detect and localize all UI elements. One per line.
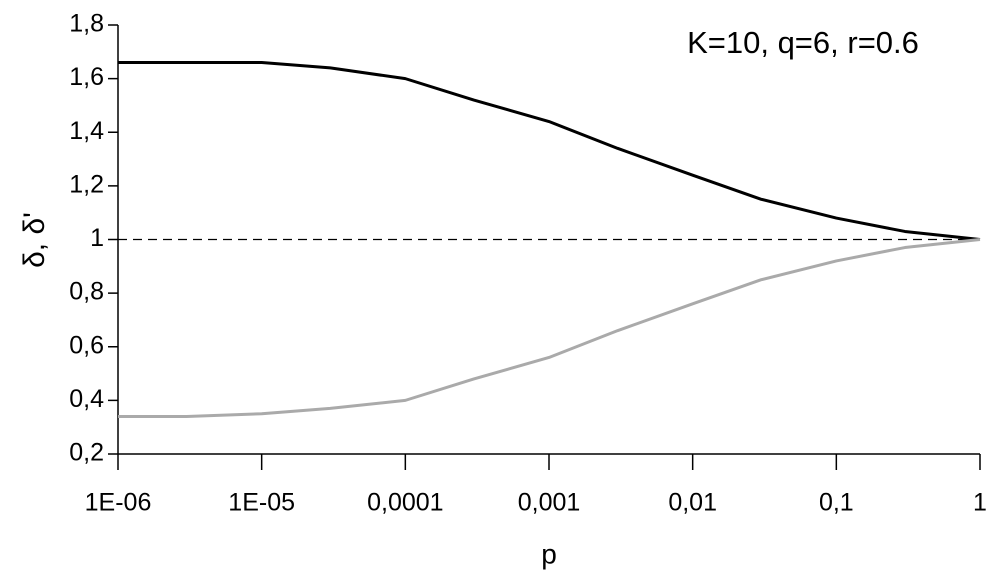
y-tick-label: 0,8 bbox=[69, 278, 104, 306]
y-tick-label: 1,4 bbox=[69, 117, 104, 145]
x-tick-label: 1E-06 bbox=[85, 489, 152, 517]
line-series bbox=[118, 61, 981, 241]
y-tick-label: 0,2 bbox=[69, 439, 104, 467]
x-axis-label: p bbox=[541, 538, 557, 569]
x-tick-label: 0,0001 bbox=[367, 489, 443, 517]
y-tick-label: 1,6 bbox=[69, 63, 104, 91]
y-tick-label: 1,8 bbox=[69, 10, 104, 38]
y-tick-label: 1,2 bbox=[69, 170, 104, 198]
x-tick-label: 0,01 bbox=[668, 489, 717, 517]
x-tick-label: 0,001 bbox=[518, 489, 581, 517]
annotation: K=10, q=6, r=0.6 bbox=[687, 25, 919, 60]
y-axis-label: δ, δ' bbox=[18, 212, 51, 268]
x-tick-label: 1E-05 bbox=[228, 489, 295, 517]
x-tick-label: 0,1 bbox=[819, 489, 854, 517]
y-tick-label: 0,4 bbox=[69, 385, 104, 413]
y-tick-label: 0,6 bbox=[69, 331, 104, 359]
y-tick-label: 1 bbox=[90, 224, 104, 252]
x-tick-label: 1 bbox=[973, 489, 987, 517]
line-series bbox=[118, 238, 981, 418]
